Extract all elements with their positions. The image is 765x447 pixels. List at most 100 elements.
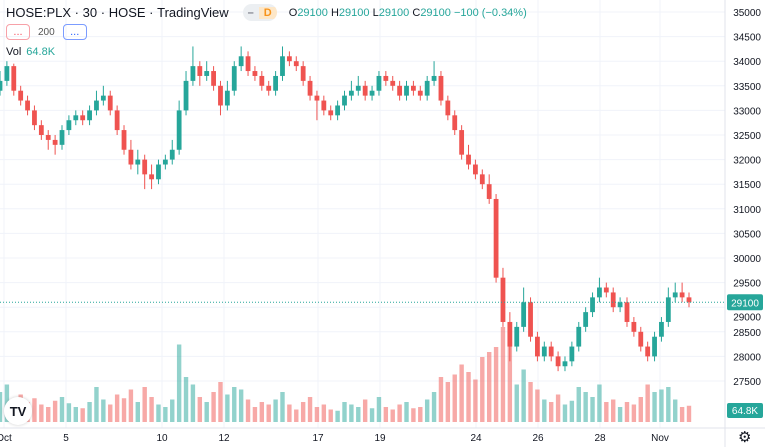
volume-bar: [390, 409, 395, 422]
candle-body: [335, 105, 341, 116]
low-label: L: [372, 6, 379, 19]
volume-bar: [679, 407, 685, 422]
volume-bar: [294, 409, 299, 422]
volume-bar: [59, 397, 65, 422]
candle-body: [583, 312, 589, 327]
volume-bar: [135, 402, 140, 422]
candle-body: [438, 75, 444, 101]
volume-bar: [314, 407, 320, 422]
volume-bar: [349, 404, 354, 422]
price-tick-label: 30000: [733, 254, 761, 265]
volume-bar: [473, 379, 478, 422]
candle-body: [314, 95, 320, 101]
candle-body: [156, 164, 161, 180]
volume-bar: [562, 404, 568, 422]
volume-bar: [611, 399, 616, 422]
ohlc-values: O29100 H29100 L29100 C29100 −100 (−0.34%…: [289, 7, 527, 19]
close-label: C: [412, 6, 421, 19]
price-tick-label: 29500: [733, 279, 761, 290]
volume-bar: [94, 387, 99, 422]
volume-bar: [300, 402, 306, 422]
separator: ·: [149, 5, 154, 20]
candle-body: [32, 110, 37, 126]
indicator-button-red[interactable]: ...: [6, 24, 30, 40]
indicator-button-blue[interactable]: ...: [62, 24, 87, 40]
volume-bar: [652, 392, 657, 422]
volume-bar: [183, 377, 189, 422]
volume-bar: [238, 389, 244, 422]
candle-body: [204, 71, 210, 76]
time-tick-label: 26: [532, 433, 544, 444]
candle-body: [411, 85, 416, 91]
candle-body: [231, 66, 237, 91]
volume-bar: [583, 392, 588, 422]
candle-body: [535, 336, 540, 357]
price-tick-label: 30500: [733, 229, 761, 240]
time-tick-label: 24: [470, 433, 482, 444]
tradingview-logo[interactable]: TV: [4, 397, 32, 425]
volume-bar: [521, 369, 526, 422]
candle-body: [369, 90, 375, 96]
volume-bar: [32, 398, 37, 422]
volume-value: 64.8K: [26, 46, 56, 58]
candle-body: [597, 287, 602, 298]
candle-body: [38, 125, 44, 135]
volume-value-label: 64.8K: [732, 406, 758, 417]
volume-bar: [597, 384, 602, 422]
current-price-badge: [727, 294, 763, 311]
candle-body: [80, 115, 86, 121]
volume-bar: [108, 404, 113, 422]
volume-bar: [46, 407, 51, 422]
volume-bar: [555, 394, 561, 422]
time-tick-label: 19: [374, 433, 386, 444]
candle-body: [500, 277, 506, 322]
volume-bar: [486, 352, 492, 422]
candle-body: [417, 90, 423, 96]
change-value: −100 (−0.34%): [453, 6, 527, 19]
candle-body: [73, 115, 79, 121]
candle-body: [300, 66, 306, 81]
volume-bar: [431, 392, 437, 422]
candle-body: [555, 356, 561, 367]
volume-bar: [280, 392, 285, 422]
volume-bar: [225, 394, 230, 422]
volume-bar: [383, 407, 389, 422]
candle-body: [321, 100, 327, 111]
volume-bar: [87, 402, 92, 422]
volume-bar: [259, 402, 265, 422]
volume-bar: [493, 347, 499, 422]
volume-bar: [211, 392, 216, 422]
volume-bar: [335, 410, 340, 422]
volume-bar: [273, 399, 278, 422]
price-tick-label: 34500: [733, 33, 761, 44]
gear-icon[interactable]: ⚙: [738, 429, 752, 446]
candle-body: [342, 95, 347, 106]
volume-bar: [569, 400, 575, 422]
volume-bar: [170, 399, 175, 422]
volume-bar: [73, 407, 78, 422]
volume-bar: [197, 397, 203, 422]
volume-bar: [328, 409, 333, 422]
candle-body: [548, 346, 554, 357]
candle-body: [224, 90, 230, 106]
candle-body: [87, 110, 92, 121]
candle-body: [280, 56, 285, 76]
volume-bar: [369, 408, 375, 422]
candle-body: [218, 85, 223, 106]
candle-body: [114, 110, 120, 131]
volume-bar: [507, 342, 513, 422]
time-tick-label: Oct: [0, 433, 12, 444]
candle-body: [541, 346, 547, 357]
candle-body: [149, 174, 154, 180]
volume-bar: [142, 387, 147, 422]
volume-bar: [638, 397, 643, 422]
time-tick-label: Nov: [651, 433, 669, 444]
volume-bar: [528, 382, 533, 422]
volume-legend: Vol 64.8K: [6, 46, 55, 58]
market-status-pill[interactable]: – D: [242, 4, 277, 21]
symbol[interactable]: HOSE:PLX: [6, 5, 72, 20]
candle-body: [679, 292, 685, 298]
volume-label: Vol: [6, 46, 22, 58]
volume-bar: [459, 364, 464, 422]
